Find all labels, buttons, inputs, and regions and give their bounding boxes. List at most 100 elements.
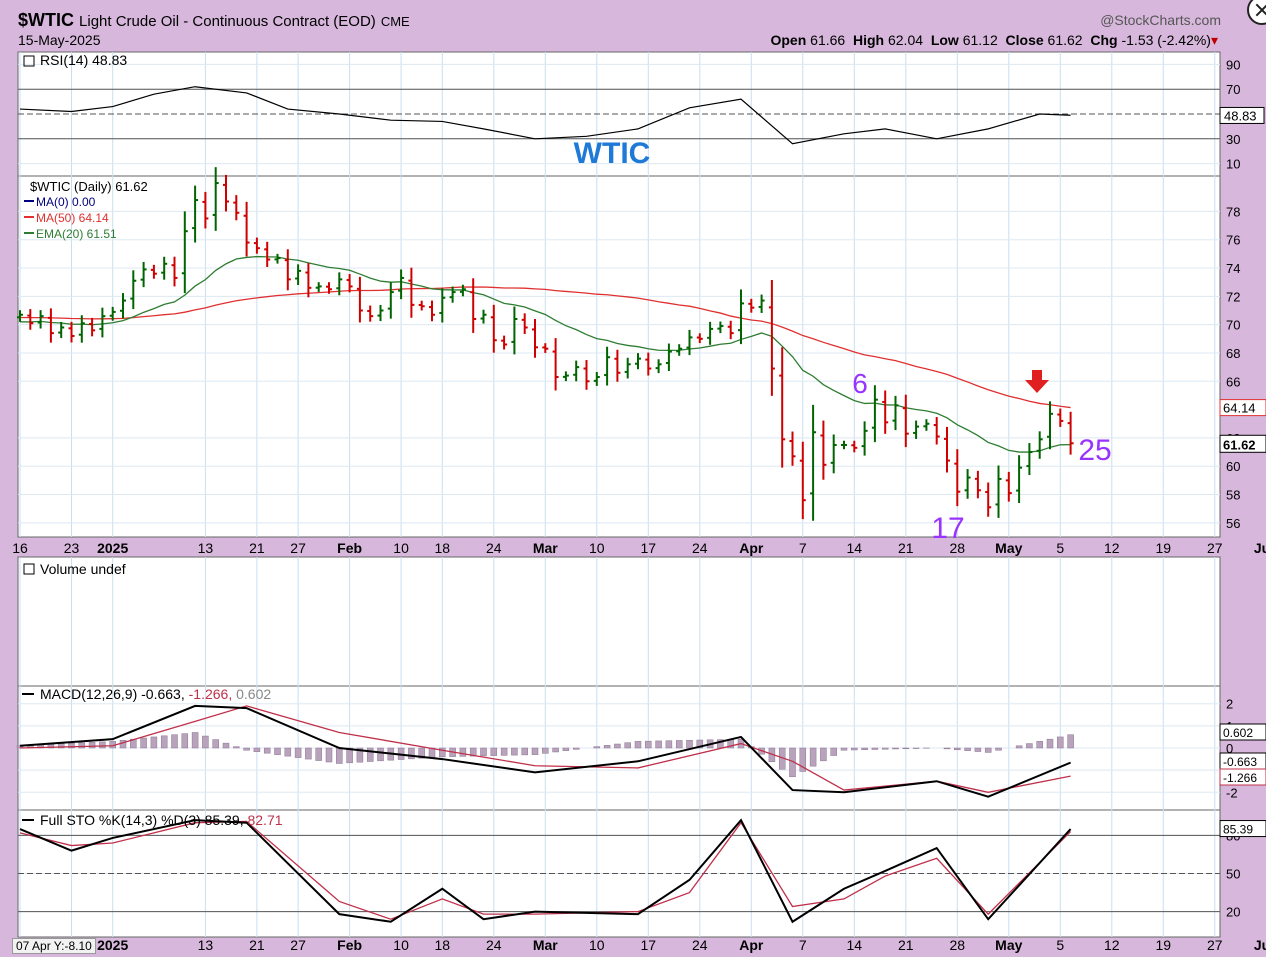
x-tick-label: 12 xyxy=(1104,540,1120,556)
x-tick-label: 7 xyxy=(799,540,807,556)
macd-histogram-bar xyxy=(284,747,292,757)
macd-histogram-bar xyxy=(1026,743,1033,749)
x-tick-label: 2025 xyxy=(97,937,128,953)
y-tick-label: 30 xyxy=(1226,132,1240,147)
x-tick-label: 21 xyxy=(249,540,265,556)
x-tick-label: 24 xyxy=(486,540,502,556)
x-tick-label: 27 xyxy=(1207,937,1223,953)
macd-histogram-bar xyxy=(686,740,693,749)
macd-histogram-bar xyxy=(160,735,168,749)
wtic-annotation: WTIC xyxy=(574,137,651,170)
down-triangle-icon: ▾ xyxy=(1210,32,1218,48)
x-tick-label: May xyxy=(995,937,1022,953)
macd-histogram-bar xyxy=(212,739,219,749)
x-tick-label: 24 xyxy=(692,540,708,556)
macd-histogram-bar xyxy=(531,747,539,755)
macd-histogram-bar xyxy=(1036,741,1043,749)
x-tick-label: 17 xyxy=(641,937,657,953)
macd-histogram-bar xyxy=(881,747,889,750)
macd-histogram-bar xyxy=(542,747,549,754)
x-tick-label: 10 xyxy=(589,937,605,953)
macd-histogram-bar xyxy=(1057,736,1064,749)
macd-value-label: 0.602 xyxy=(1223,726,1253,740)
price-legend-item: MA(0) 0.00 xyxy=(36,195,96,209)
macd-histogram-bar xyxy=(336,747,343,764)
macd-value-box xyxy=(1219,723,1266,741)
y-tick-label: 60 xyxy=(1226,459,1240,474)
macd-histogram-bar xyxy=(222,742,230,749)
macd-histogram-bar xyxy=(191,732,199,749)
macd-histogram-bar xyxy=(253,747,261,752)
y-tick-label: 58 xyxy=(1226,488,1240,503)
x-tick-label: 5 xyxy=(1056,540,1064,556)
macd-histogram-bar xyxy=(439,747,446,758)
macd-histogram-bar xyxy=(943,747,951,750)
x-tick-label: 21 xyxy=(249,937,265,953)
macd-histogram-bar xyxy=(315,747,322,761)
macd-histogram-bar xyxy=(830,747,837,756)
macd-histogram-bar xyxy=(572,747,580,750)
macd-value-label: -0.663 xyxy=(1223,755,1257,769)
x-tick-label: 16 xyxy=(12,540,28,556)
x-tick-label: 10 xyxy=(589,540,605,556)
x-tick-label: 13 xyxy=(198,540,214,556)
macd-histogram-bar xyxy=(665,740,673,749)
ohlc-readout: Open 61.66 High 62.04 Low 61.12 Close 61… xyxy=(770,32,1218,48)
y-tick-label: 56 xyxy=(1226,516,1240,531)
y-tick-label: 90 xyxy=(1226,57,1240,72)
macd-histogram-bar xyxy=(243,747,250,751)
macd-histogram-bar xyxy=(902,747,910,749)
macd-histogram-bar xyxy=(851,747,858,751)
x-tick-label: 24 xyxy=(486,937,502,953)
watermark: @StockCharts.com xyxy=(1100,12,1221,28)
annotation-17: 17 xyxy=(931,512,964,545)
macd-histogram-bar xyxy=(964,747,971,751)
chart-title: $WTIC Light Crude Oil - Continuous Contr… xyxy=(18,10,410,31)
x-tick-label: 21 xyxy=(898,937,914,953)
macd-histogram-bar xyxy=(820,747,827,762)
y-tick-label: 76 xyxy=(1226,233,1240,248)
macd-histogram-bar xyxy=(68,743,75,749)
x-tick-label: 5 xyxy=(1056,937,1064,953)
y-tick-label: 68 xyxy=(1226,346,1240,361)
macd-histogram-bar xyxy=(614,743,621,749)
x-tick-label: Mar xyxy=(533,540,558,556)
sto-d-line xyxy=(19,820,1072,920)
close-value-label: 61.62 xyxy=(1223,437,1256,452)
annotation-6: 6 xyxy=(852,368,868,399)
close-icon[interactable] xyxy=(1247,0,1266,25)
x-tick-label: Feb xyxy=(337,540,362,556)
sto-value-box xyxy=(1219,820,1266,838)
x-tick-label: 21 xyxy=(898,540,914,556)
macd-histogram-bar xyxy=(799,747,807,772)
vol-panel xyxy=(17,556,1221,687)
macd-histogram-bar xyxy=(99,741,106,749)
x-tick-label: 10 xyxy=(393,540,409,556)
macd-histogram-bar xyxy=(140,737,147,749)
macd-histogram-bar xyxy=(500,747,508,756)
x-tick-label: 27 xyxy=(290,540,306,556)
rsi-legend-icon xyxy=(23,55,35,67)
instrument-name: Light Crude Oil - Continuous Contract (E… xyxy=(79,13,376,30)
macd-histogram-bar xyxy=(995,747,1002,751)
red-down-arrow-icon xyxy=(1025,370,1049,393)
x-tick-label: 12 xyxy=(1104,937,1120,953)
close-value-box xyxy=(1219,434,1266,453)
macd-histogram-bar xyxy=(954,747,961,751)
macd-hist-value: 0.602 xyxy=(236,686,271,702)
y-tick-label: 66 xyxy=(1226,374,1240,389)
exchange: CME xyxy=(380,14,410,29)
macd-histogram-bar xyxy=(233,746,240,749)
macd-histogram-bar xyxy=(1015,745,1023,749)
macd-histogram-bar xyxy=(562,747,570,751)
macd-histogram-bar xyxy=(840,747,848,751)
macd-histogram-bar xyxy=(78,742,86,749)
macd-histogram-bar xyxy=(593,746,601,749)
macd-histogram-bar xyxy=(511,747,518,756)
macd-histogram-bar xyxy=(119,740,127,749)
macd-histogram-bar xyxy=(655,740,662,749)
macd-histogram-bar xyxy=(624,742,631,749)
rsi-legend: RSI(14) 48.83 xyxy=(40,52,127,68)
x-tick-label: 24 xyxy=(692,937,708,953)
y-tick-label: 74 xyxy=(1226,261,1240,276)
